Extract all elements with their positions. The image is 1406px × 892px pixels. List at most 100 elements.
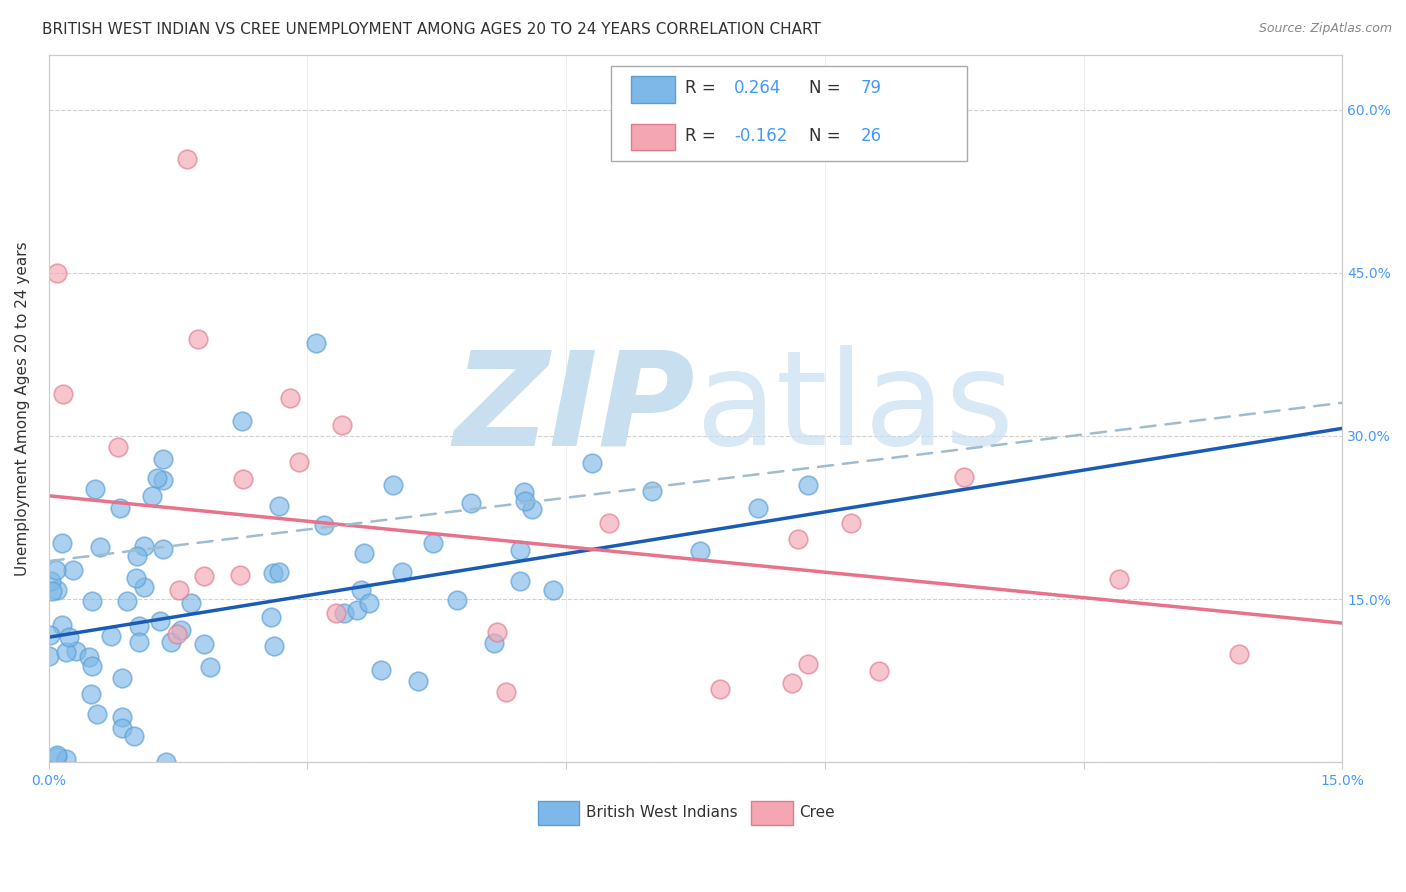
Point: [46, 266, 69, 280]
FancyBboxPatch shape: [612, 66, 967, 161]
Point: [868, 664, 890, 678]
Point: [41, 584, 63, 599]
Point: [598, 516, 620, 530]
Point: [263, 639, 285, 653]
Text: 79: 79: [860, 79, 882, 97]
Point: [391, 566, 413, 580]
Point: [509, 574, 531, 588]
Point: [55, 752, 77, 766]
Point: [160, 635, 183, 649]
Point: [333, 606, 356, 620]
Point: [325, 606, 347, 620]
Point: [370, 663, 392, 677]
Point: [288, 455, 311, 469]
Point: [111, 671, 134, 685]
Point: [484, 636, 506, 650]
Text: N =: N =: [810, 79, 846, 97]
Point: [231, 414, 253, 428]
Point: [170, 623, 193, 637]
Point: [38, 648, 60, 663]
Text: N =: N =: [810, 128, 846, 145]
Point: [46, 747, 69, 762]
Point: [125, 571, 148, 585]
Point: [52, 387, 75, 401]
Point: [111, 721, 134, 735]
Point: [193, 568, 215, 582]
Point: [381, 478, 404, 492]
Point: [145, 471, 167, 485]
Point: [782, 675, 804, 690]
Point: [100, 629, 122, 643]
Point: [45, 563, 67, 577]
Point: [115, 593, 138, 607]
Point: [278, 391, 301, 405]
Point: [39, 574, 62, 588]
Point: [353, 546, 375, 560]
Point: [520, 502, 543, 516]
Point: [796, 478, 818, 492]
Point: [641, 484, 664, 499]
Point: [141, 489, 163, 503]
Point: [58, 630, 80, 644]
Point: [787, 532, 810, 546]
Point: [39, 628, 62, 642]
Y-axis label: Unemployment Among Ages 20 to 24 years: Unemployment Among Ages 20 to 24 years: [15, 242, 30, 576]
Point: [460, 496, 482, 510]
Point: [200, 660, 222, 674]
Point: [111, 710, 134, 724]
Point: [839, 516, 862, 530]
Point: [747, 500, 769, 515]
Point: [260, 610, 283, 624]
Point: [167, 582, 190, 597]
Point: [89, 540, 111, 554]
Text: 26: 26: [860, 128, 882, 145]
Point: [46, 750, 69, 764]
Point: [176, 152, 198, 166]
Point: [82, 658, 104, 673]
Point: [51, 618, 73, 632]
Point: [45, 582, 67, 597]
Text: Source: ZipAtlas.com: Source: ZipAtlas.com: [1258, 22, 1392, 36]
Point: [152, 473, 174, 487]
Point: [581, 456, 603, 470]
Point: [84, 483, 107, 497]
FancyBboxPatch shape: [631, 77, 675, 103]
Point: [513, 485, 536, 500]
Text: BRITISH WEST INDIAN VS CREE UNEMPLOYMENT AMONG AGES 20 TO 24 YEARS CORRELATION C: BRITISH WEST INDIAN VS CREE UNEMPLOYMENT…: [42, 22, 821, 37]
Text: R =: R =: [685, 128, 721, 145]
Point: [86, 706, 108, 721]
Text: Cree: Cree: [799, 805, 835, 820]
Point: [193, 637, 215, 651]
Point: [486, 624, 509, 639]
Point: [187, 332, 209, 346]
Point: [122, 729, 145, 743]
Point: [509, 542, 531, 557]
Text: R =: R =: [685, 79, 721, 97]
Point: [953, 469, 976, 483]
Point: [107, 440, 129, 454]
Point: [108, 501, 131, 516]
Point: [515, 494, 537, 508]
Point: [152, 452, 174, 467]
FancyBboxPatch shape: [751, 801, 793, 825]
Point: [446, 593, 468, 607]
Text: 0.264: 0.264: [734, 79, 782, 97]
Point: [128, 619, 150, 633]
Text: ZIP: ZIP: [454, 345, 696, 472]
Point: [180, 596, 202, 610]
Point: [359, 596, 381, 610]
Point: [543, 582, 565, 597]
Point: [132, 539, 155, 553]
Point: [82, 593, 104, 607]
Point: [127, 549, 149, 564]
Point: [1227, 647, 1250, 661]
Point: [350, 583, 373, 598]
Point: [128, 634, 150, 648]
Point: [689, 543, 711, 558]
Point: [149, 614, 172, 628]
Point: [330, 418, 353, 433]
Point: [152, 542, 174, 557]
Point: [62, 563, 84, 577]
Point: [269, 566, 291, 580]
Point: [305, 336, 328, 351]
